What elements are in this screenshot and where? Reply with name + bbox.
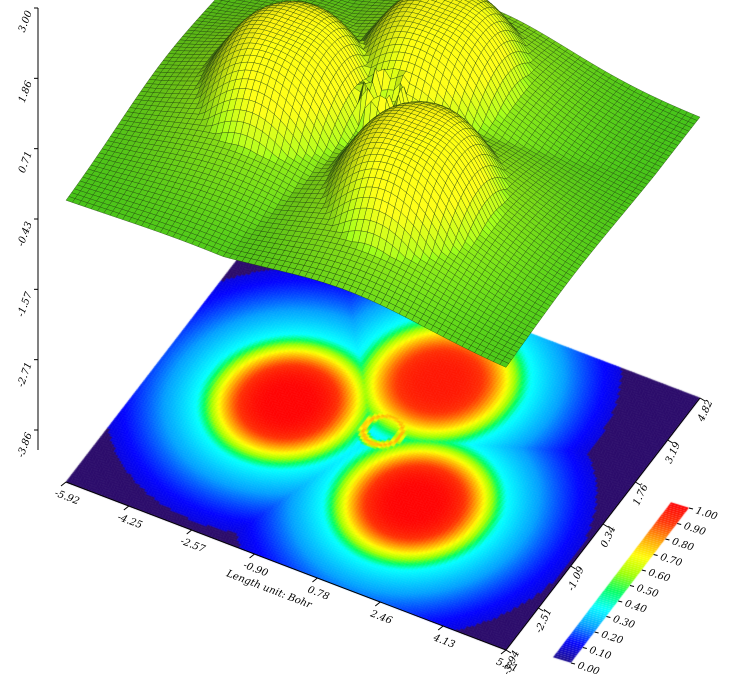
colorbar-tick-label: 0.80: [670, 536, 695, 554]
colorbar-tick: [688, 507, 694, 510]
z-tick-label: -3.86: [16, 431, 35, 459]
colorbar-tick: [570, 662, 576, 665]
colorbar-tick: [606, 616, 611, 618]
colorbar-tick-label: 0.40: [623, 598, 648, 616]
colorbar-tick: [641, 569, 646, 572]
colorbar-tick-label: 0.70: [659, 552, 684, 570]
z-tick-label: 3.00: [17, 9, 35, 34]
colorbar-tick: [677, 523, 682, 525]
colorbar-tick-label: 1.00: [694, 505, 719, 523]
colorbar-tick: [618, 600, 623, 603]
x-tick: [500, 649, 507, 655]
colorbar-tick: [653, 554, 658, 556]
x-axis: [65, 481, 507, 651]
x-tick: [123, 505, 130, 511]
x-tick-label: 4.13: [431, 632, 457, 651]
colorbar-tick: [629, 585, 635, 587]
z-tick-label: -1.57: [16, 290, 35, 318]
x-tick-label: -5.92: [53, 488, 81, 507]
x-tick-label: 2.46: [368, 608, 394, 627]
colorbar-tick-label: 0.90: [682, 521, 707, 539]
x-tick-label: -2.57: [179, 536, 207, 556]
x-tick: [312, 577, 318, 583]
x-axis-label: Length unit: Bohr: [224, 568, 314, 611]
y-tick-label: 4.82: [696, 399, 716, 425]
y-tick-label: 1.76: [631, 482, 651, 507]
y-tick-label: -2.51: [534, 607, 555, 635]
y-tick-label: 0.34: [599, 525, 618, 550]
colorbar-tick-label: 0.00: [576, 660, 601, 674]
colorbar-tick-label: 0.10: [588, 645, 613, 663]
x-tick: [374, 601, 381, 607]
z-tick-label: -0.43: [16, 220, 35, 248]
x-tick: [249, 553, 255, 559]
x-tick-label: -4.25: [116, 512, 144, 531]
colorbar-tick: [594, 631, 599, 634]
colorbar-tick: [582, 647, 587, 649]
x-tick: [186, 529, 193, 535]
colorbar-tick-label: 0.20: [600, 629, 625, 647]
colorbar-tick-label: 0.30: [611, 614, 636, 632]
wireframe-surface: [65, 0, 701, 368]
colorbar-tick: [665, 538, 670, 541]
x-tick: [437, 625, 444, 631]
z-tick-label: -2.71: [16, 361, 35, 389]
x-tick: [60, 481, 67, 487]
colorbar-tick-label: 0.60: [647, 567, 672, 585]
colorbar-tick-label: 0.50: [635, 583, 660, 601]
z-tick-label: 1.86: [17, 79, 35, 104]
z-tick-label: 0.71: [17, 150, 35, 175]
y-tick-label: 3.19: [664, 440, 684, 465]
